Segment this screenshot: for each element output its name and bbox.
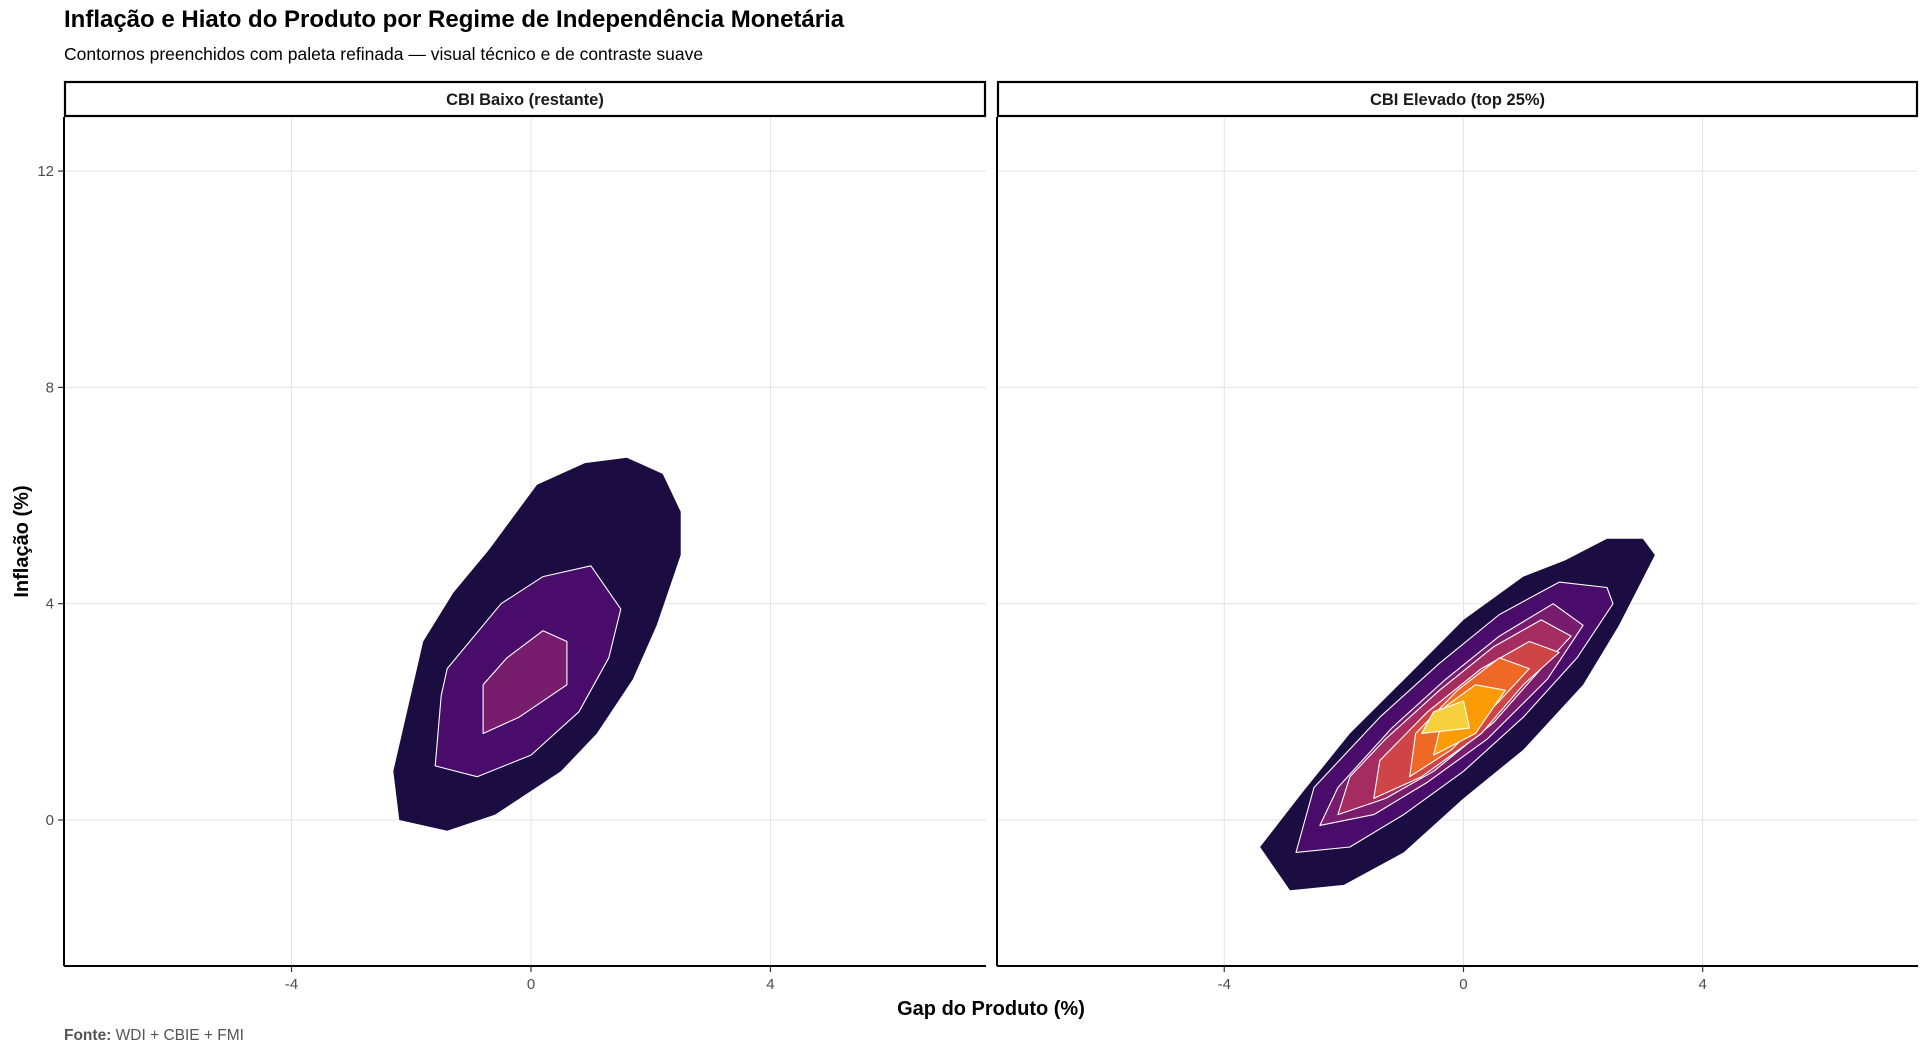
facet-strip-label: CBI Baixo (restante) (446, 91, 604, 109)
y-tick-label: 8 (46, 379, 54, 396)
density-contour-level-8 (1421, 700, 1471, 735)
caption-label: Fonte: (64, 1027, 112, 1044)
x-tick-label: 0 (527, 976, 535, 993)
facet-strip-label: CBI Elevado (top 25%) (1370, 91, 1545, 109)
chart-subtitle: Contornos preenchidos com paleta refinad… (64, 44, 704, 64)
chart-title: Inflação e Hiato do Produto por Regime d… (64, 6, 845, 33)
caption: Fonte: WDI + CBIE + FMI (64, 1027, 244, 1045)
y-tick-label: 0 (46, 812, 54, 829)
x-tick-label: 4 (1699, 976, 1707, 993)
density-contour-level-3 (482, 630, 568, 735)
x-tick-label: 0 (1459, 976, 1467, 993)
x-axis-title: Gap do Produto (%) (897, 998, 1085, 1020)
y-axis-title: Inflação (%) (11, 485, 33, 597)
y-tick-label: 4 (46, 596, 54, 613)
facet-strip-box (63, 80, 987, 118)
facet-strip-box (996, 80, 1919, 118)
x-tick-label: 4 (766, 976, 774, 993)
x-tick-label: -4 (1218, 976, 1231, 993)
caption-text: WDI + CBIE + FMI (115, 1027, 244, 1044)
y-tick-label: 12 (37, 163, 54, 180)
x-tick-label: -4 (285, 976, 298, 993)
